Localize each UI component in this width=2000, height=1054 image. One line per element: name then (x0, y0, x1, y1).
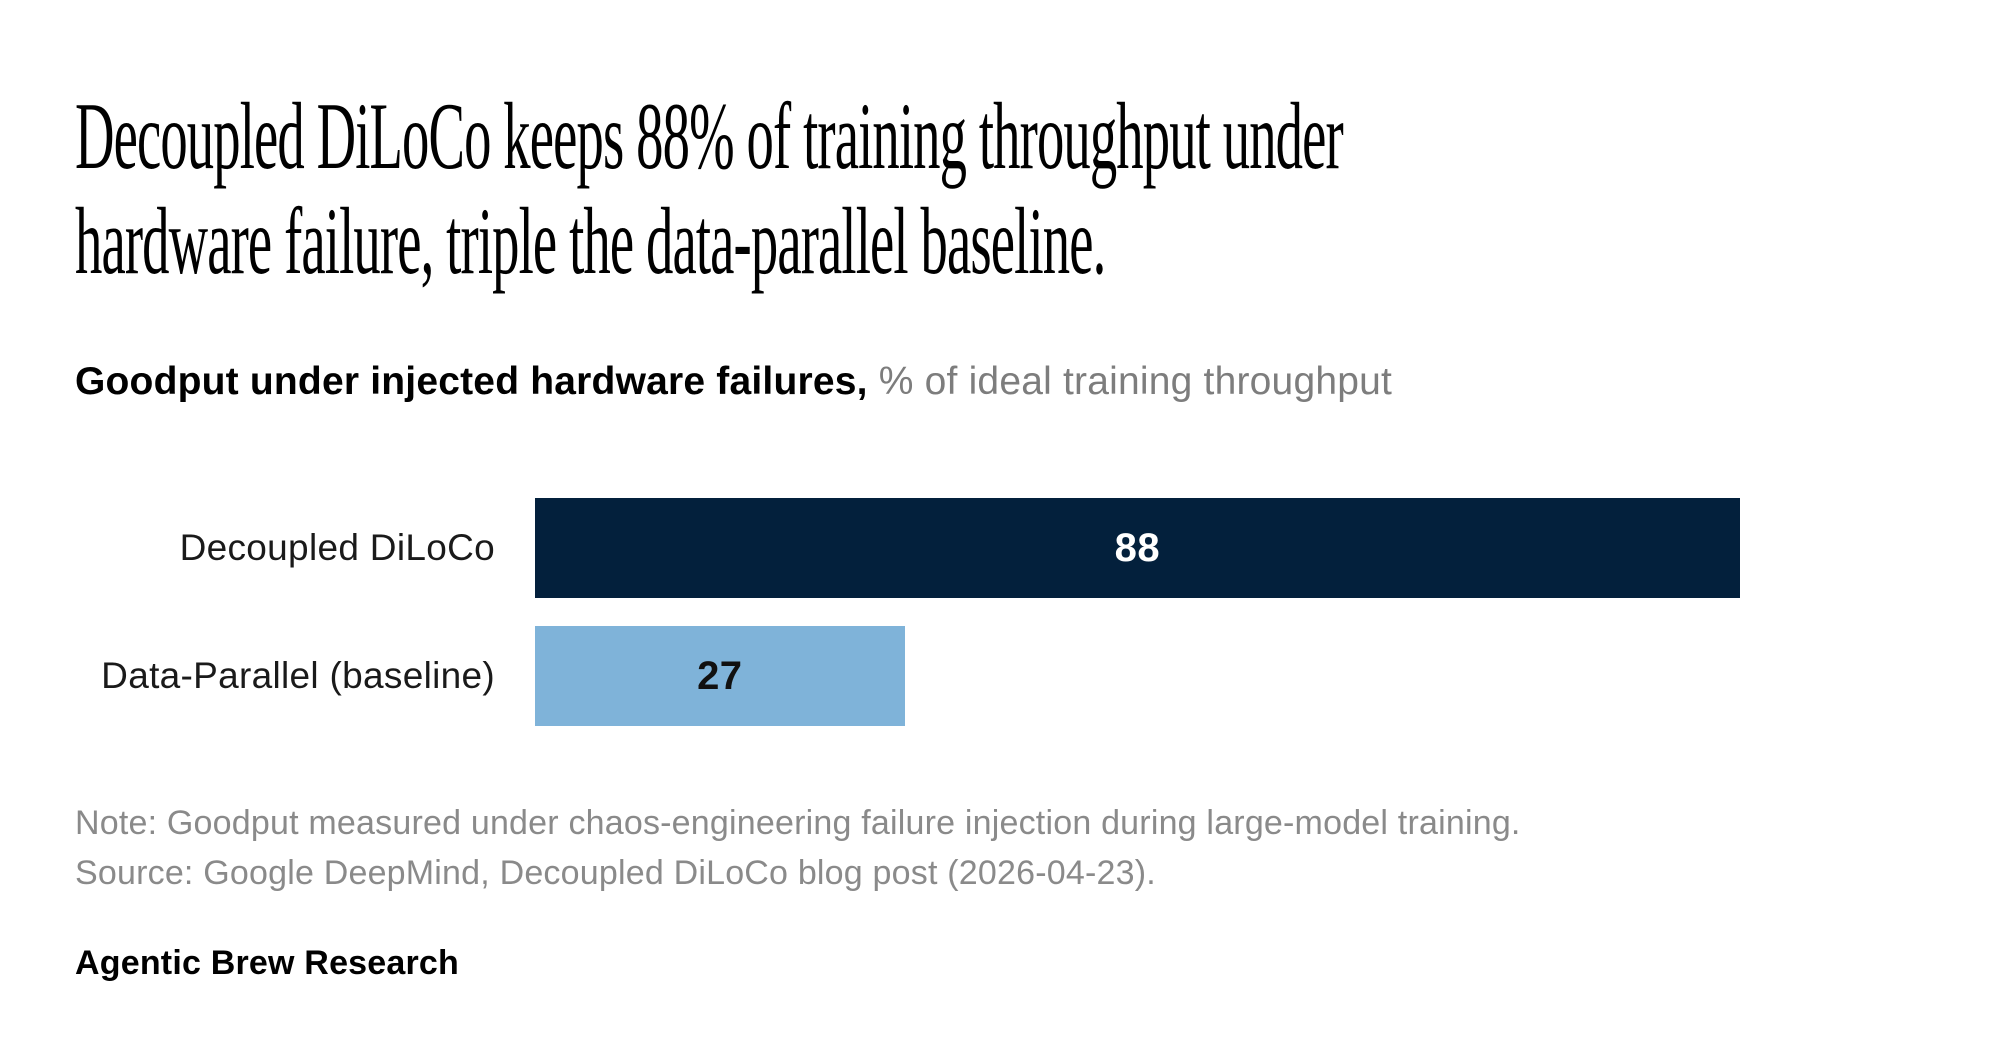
bar-track-data-parallel: 27 (535, 626, 1904, 726)
source-line: Source: Google DeepMind, Decoupled DiLoC… (75, 854, 1156, 892)
headline-line2: hardware failure, triple the data-parall… (75, 188, 1106, 294)
chart-subtitle-title: Goodput under injected hardware failures… (75, 360, 868, 403)
bar-value-decoupled-diloco: 88 (1114, 525, 1161, 570)
bar-value-data-parallel: 27 (697, 653, 743, 698)
chart-subtitle: Goodput under injected hardware failures… (75, 358, 1392, 406)
bar-row-data-parallel: Data-Parallel (baseline) 27 (0, 626, 2000, 726)
bar-row-decoupled-diloco: Decoupled DiLoCo 88 (0, 498, 2000, 598)
bar-category-label-decoupled-diloco: Decoupled DiLoCo (179, 527, 495, 568)
bar-fill-data-parallel: 27 (535, 626, 905, 726)
headline: Decoupled DiLoCo keeps 88% of training t… (75, 83, 1344, 294)
bar-fill-decoupled-diloco: 88 (535, 498, 1740, 598)
headline-line1: Decoupled DiLoCo keeps 88% of training t… (75, 83, 1344, 189)
bar-track-decoupled-diloco: 88 (535, 498, 1904, 598)
chart-notes: Note: Goodput measured under chaos-engin… (75, 798, 1521, 898)
brand-footer: Agentic Brew Research (75, 944, 460, 982)
bar-category-label-data-parallel: Data-Parallel (baseline) (101, 655, 495, 696)
chart-subtitle-unit: % of ideal training throughput (867, 360, 1393, 403)
note-line: Note: Goodput measured under chaos-engin… (75, 804, 1521, 842)
